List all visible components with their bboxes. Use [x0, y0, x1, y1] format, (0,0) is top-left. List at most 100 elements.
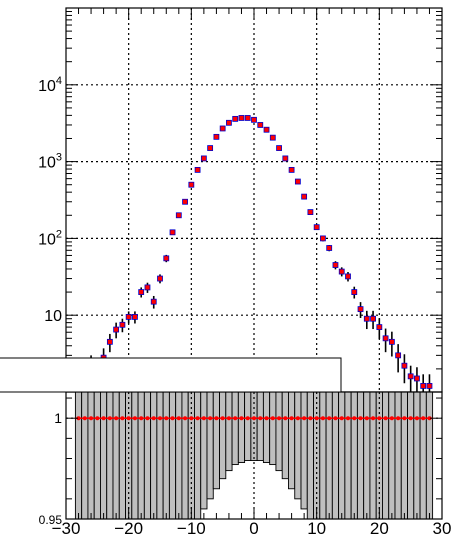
uncertainty-band: [407, 391, 415, 520]
ratio-point: [414, 416, 419, 421]
data-point: [395, 352, 402, 359]
x-tick-label: −10: [177, 519, 206, 538]
data-point: [251, 116, 257, 123]
overlay-box: [0, 357, 342, 393]
uncertainty-band: [212, 391, 220, 490]
uncertainty-band: [106, 391, 114, 520]
ratio-point: [358, 416, 363, 421]
data-point: [420, 383, 427, 389]
ratio-point: [233, 416, 238, 421]
data-point: [138, 289, 145, 295]
data-point: [382, 335, 389, 342]
ratio-point: [195, 416, 200, 421]
ratio-point: [264, 416, 269, 421]
data-point: [132, 314, 138, 320]
uncertainty-band: [338, 391, 346, 520]
ratio-point: [320, 416, 325, 421]
uncertainty-band: [231, 391, 239, 466]
ratio-point: [383, 416, 388, 421]
data-point: [175, 212, 182, 219]
uncertainty-band: [175, 391, 183, 520]
data-point: [125, 314, 132, 320]
uncertainty-band: [87, 391, 95, 520]
ratio-point: [183, 416, 188, 421]
uncertainty-band: [81, 391, 89, 520]
uncertainty-band: [187, 391, 195, 520]
data-point: [213, 133, 220, 140]
data-point: [407, 373, 414, 380]
data-point: [119, 321, 126, 328]
data-point: [188, 181, 195, 188]
uncertainty-band: [288, 391, 296, 490]
ratio-point: [126, 416, 131, 421]
data-point: [269, 134, 276, 141]
ratio-point: [239, 416, 244, 421]
ratio-point: [371, 416, 376, 421]
uncertainty-band: [200, 391, 208, 510]
uncertainty-band: [388, 391, 396, 520]
uncertainty-band: [225, 391, 233, 472]
ratio-point: [245, 416, 250, 421]
y-tick-label: 10: [44, 308, 62, 325]
ratio-point: [295, 416, 300, 421]
uncertainty-band: [112, 391, 120, 520]
x-tick-label: 30: [433, 519, 452, 538]
uncertainty-band: [294, 391, 302, 500]
ratio-point: [289, 416, 294, 421]
data-point: [376, 324, 383, 330]
data-point: [226, 119, 232, 126]
uncertainty-band: [331, 391, 340, 520]
uncertainty-band: [375, 391, 383, 520]
data-point: [307, 209, 314, 216]
x-tick-label: 0: [249, 519, 258, 538]
data-point: [288, 166, 295, 173]
ratio-point: [364, 416, 369, 421]
uncertainty-band: [156, 391, 164, 520]
ratio-point: [270, 416, 275, 421]
ratio-point: [377, 416, 382, 421]
uncertainty-band: [194, 391, 202, 520]
uncertainty-band: [219, 391, 227, 480]
ratio-point: [151, 416, 156, 421]
uncertainty-band: [269, 391, 277, 466]
uncertainty-band: [394, 391, 402, 520]
data-point: [426, 383, 433, 389]
uncertainty-band: [425, 391, 434, 520]
ratio-point: [314, 416, 319, 421]
data-point: [370, 315, 376, 322]
data-point: [388, 338, 395, 345]
ratio-point: [352, 416, 357, 421]
data-point: [150, 298, 157, 305]
ratio-point: [220, 416, 225, 421]
data-point: [232, 115, 239, 122]
uncertainty-band: [256, 391, 264, 461]
ratio-point: [82, 416, 87, 421]
uncertainty-band: [74, 391, 83, 520]
ratio-point: [396, 416, 401, 421]
data-point: [363, 315, 370, 322]
uncertainty-band: [400, 391, 408, 520]
uncertainty-band: [306, 391, 314, 520]
ratio-point: [277, 416, 282, 421]
data-point: [294, 178, 301, 185]
y-tick-label: 102: [38, 228, 62, 248]
ratio-point: [408, 416, 413, 421]
ratio-point: [170, 416, 175, 421]
data-point: [144, 284, 151, 291]
ratio-point: [339, 416, 344, 421]
uncertainty-band: [419, 391, 427, 520]
data-point: [238, 115, 245, 121]
data-point: [219, 125, 226, 132]
data-point: [244, 115, 251, 121]
data-point: [113, 326, 120, 333]
ratio-point: [346, 416, 350, 421]
y-tick-label: 0.95: [39, 513, 63, 527]
uncertainty-band: [350, 391, 358, 520]
uncertainty-band: [100, 391, 108, 520]
x-tick-label: 20: [370, 519, 389, 538]
ratio-point: [302, 416, 307, 421]
ratio-point: [132, 416, 137, 421]
x-tick-label: −30: [52, 519, 81, 538]
ratio-point: [283, 416, 288, 421]
